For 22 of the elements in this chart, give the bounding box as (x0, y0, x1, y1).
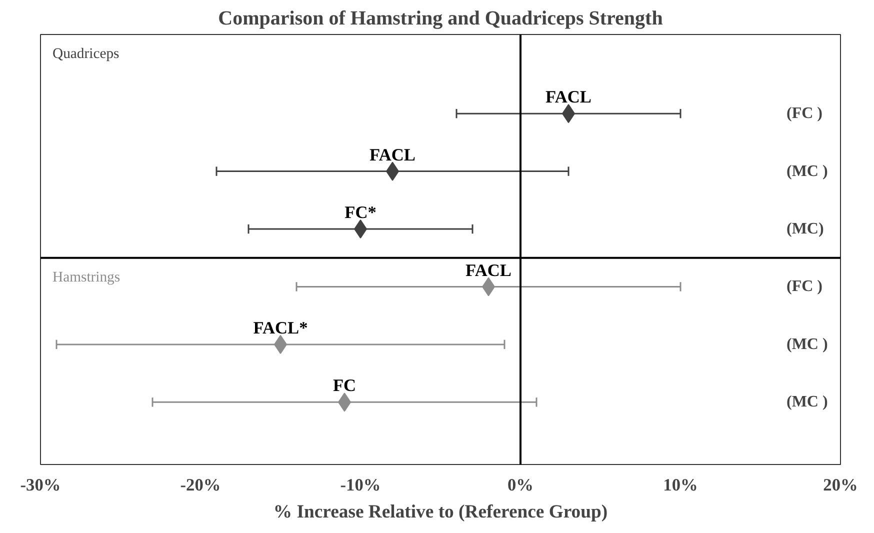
data-label: FACL (466, 260, 512, 280)
x-tick-label: 0% (508, 476, 534, 494)
chart-title: Comparison of Hamstring and Quadriceps Strength (218, 8, 663, 30)
y-tick-label: (FC ) (786, 278, 822, 296)
text: Quadriceps (52, 46, 120, 62)
y-tick-label: (FC ) (786, 105, 822, 122)
y-tick-label: (MC ) (786, 336, 828, 353)
data-label: FACL* (253, 318, 308, 338)
data-label: FACL (546, 88, 592, 107)
x-tick-label: 20% (823, 476, 858, 494)
y-tick-label: (MC ) (786, 162, 828, 180)
data-label: FC* (344, 203, 376, 222)
data-label: FC (332, 376, 356, 396)
data-label: FACL (370, 145, 416, 164)
x-tick-label: -20% (180, 476, 221, 494)
x-axis-title: % Increase Relative to (Reference Group) (273, 502, 608, 522)
x-tick-label: 10% (663, 476, 698, 494)
x-tick-label: -10% (340, 476, 381, 494)
x-tick-label: -30% (20, 476, 61, 494)
text: Hamstrings (52, 269, 120, 286)
y-tick-label: (MC) (786, 220, 824, 238)
y-tick-label: (MC ) (786, 394, 828, 411)
